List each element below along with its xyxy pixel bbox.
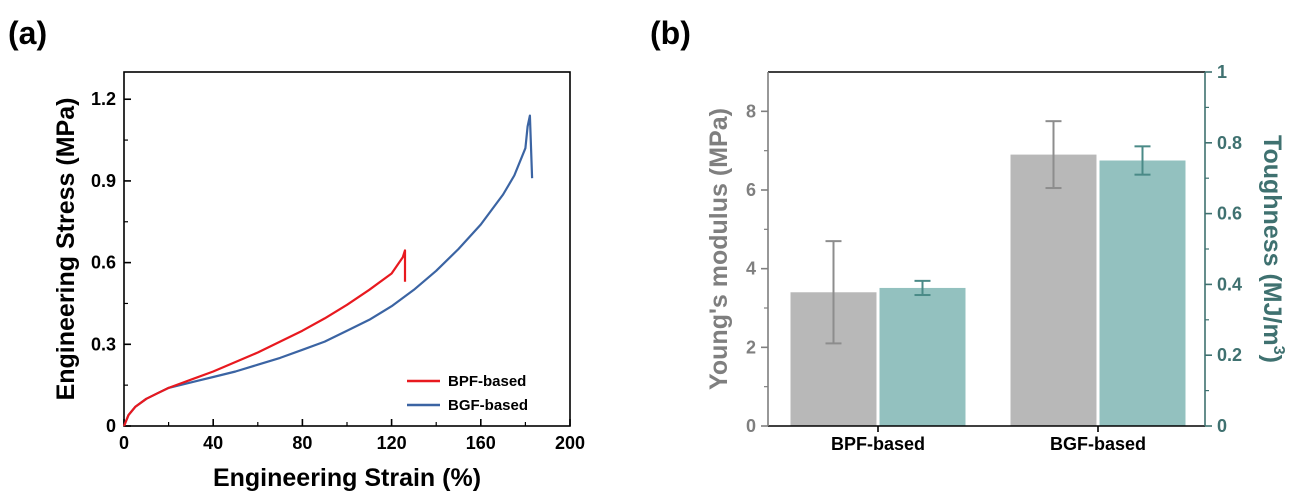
- series-lines-a: [122, 114, 534, 427]
- x-tick-label-a: 120: [377, 433, 407, 453]
- y-tick-label-b-right: 1: [1217, 62, 1227, 82]
- bars-b: [790, 120, 1186, 426]
- y-tick-label-b-right: 0.4: [1217, 274, 1242, 294]
- x-category-label-b: BPF-based: [831, 434, 925, 454]
- y-tick-label-b-left: 2: [746, 337, 756, 357]
- y-tick-label-a: 0.6: [91, 253, 116, 273]
- y-tick-label-a: 0: [106, 416, 116, 436]
- panel-a-label: (a): [8, 15, 47, 51]
- y-tick-label-b-right: 0: [1217, 416, 1227, 436]
- y-axis-title-b-left: Young's modulus (MPa): [705, 108, 733, 390]
- series-line-bpf: [122, 249, 407, 427]
- y-axis-b-left: 0 2 4 6 8: [746, 101, 768, 436]
- x-axis-a: 0 40 80 120 160 200: [119, 419, 585, 453]
- legend-a: BPF-based BGF-based: [407, 373, 528, 414]
- y2-title-close: ): [1258, 355, 1286, 363]
- legend-entry-label: BGF-based: [448, 397, 528, 414]
- y-axis-b-right: 0 0.2 0.4 0.6 0.8 1: [1205, 62, 1242, 436]
- y-tick-label-b-right: 0.2: [1217, 345, 1242, 365]
- x-axis-title-a: Engineering Strain (%): [213, 464, 481, 492]
- bar-toughness: [879, 287, 966, 426]
- bar-modulus: [1010, 154, 1097, 426]
- panel-b-label: (b): [650, 15, 691, 51]
- bar-toughness: [1099, 160, 1186, 426]
- y-tick-label-a: 1.2: [91, 89, 116, 109]
- y-axis-a: 0 0.3 0.6 0.9 1.2: [91, 89, 131, 436]
- legend-entry-label: BPF-based: [448, 373, 526, 390]
- x-tick-label-a: 160: [466, 433, 496, 453]
- stress-strain-chart: 0 0.3 0.6 0.9 1.2 0 40 80 120 160 200 Engineering…: [52, 71, 585, 492]
- x-category-label-b: BGF-based: [1050, 434, 1146, 454]
- y-axis-title-b-right: Toughness (MJ/m3): [1258, 135, 1287, 363]
- y-tick-label-a: 0.9: [91, 171, 116, 191]
- x-tick-label-a: 200: [555, 433, 585, 453]
- x-axis-b: BPF-based BGF-based: [831, 426, 1146, 454]
- y-tick-label-b-left: 8: [746, 101, 756, 121]
- y-tick-label-b-right: 0.6: [1217, 204, 1242, 224]
- y-tick-label-a: 0.3: [91, 334, 116, 354]
- x-tick-label-a: 80: [292, 433, 312, 453]
- y2-title-main: Toughness (MJ/m: [1258, 135, 1286, 346]
- y-tick-label-b-left: 4: [746, 259, 756, 279]
- y-axis-title-a: Engineering Stress (MPa): [52, 98, 80, 401]
- y-tick-label-b-left: 6: [746, 180, 756, 200]
- x-tick-label-a: 0: [119, 433, 129, 453]
- x-tick-label-a: 40: [203, 433, 223, 453]
- y-tick-label-b-left: 0: [746, 416, 756, 436]
- y-tick-label-b-right: 0.8: [1217, 133, 1242, 153]
- y2-title-sup: 3: [1270, 346, 1287, 355]
